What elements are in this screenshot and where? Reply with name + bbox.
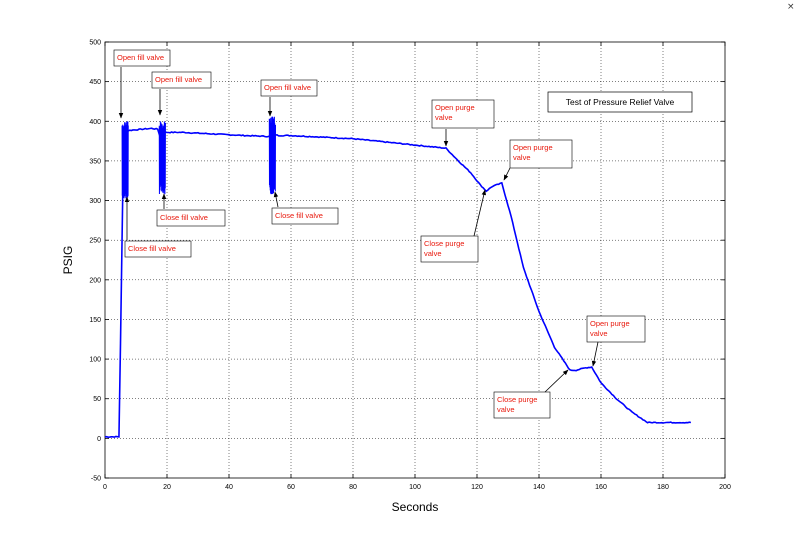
chart-title-box: [547, 91, 693, 113]
y-tick-label: 400: [89, 119, 101, 126]
x-tick-label: 200: [719, 484, 731, 491]
annotation-box: [113, 49, 171, 67]
y-tick-label: 250: [89, 238, 101, 245]
annotation-callout: Close purge valve: [420, 189, 487, 263]
annotation-box: [493, 391, 551, 419]
annotation-text: Close fill valve: [160, 213, 208, 222]
annotation-box: [260, 79, 318, 97]
x-axis-label: Seconds: [392, 500, 439, 514]
annotation-callout: Open purge valve: [431, 99, 495, 147]
y-tick-label: 450: [89, 79, 101, 86]
x-tick-label: 60: [287, 484, 295, 491]
y-tick-label: 0: [97, 436, 101, 443]
fill-burst: [268, 116, 276, 195]
annotation-callout: Open fill valve: [260, 79, 318, 117]
y-tick-label: -50: [91, 476, 101, 483]
y-tick-label: 300: [89, 198, 101, 205]
y-tick-label: 200: [89, 277, 101, 284]
annotation-box: [431, 99, 495, 129]
annotation-box: [156, 209, 226, 227]
annotation-callout: Open purge valve: [503, 139, 573, 181]
x-tick-label: 160: [595, 484, 607, 491]
annotation-text: Close purge valve: [497, 395, 537, 414]
annotation-text: Close purge valve: [424, 239, 464, 258]
annotation-arrow: [591, 341, 599, 367]
annotation-text: Open purge valve: [590, 319, 630, 338]
y-tick-label: 50: [93, 396, 101, 403]
y-tick-label: 350: [89, 158, 101, 165]
fill-burst: [121, 121, 129, 200]
annotation-text: Open fill valve: [264, 83, 311, 92]
chart-title-text: Test of Pressure Relief Valve: [566, 97, 675, 107]
fill-burst: [158, 121, 166, 195]
annotation-text: Open purge valve: [435, 103, 475, 122]
annotation-box: [420, 235, 479, 263]
annotation-callout: Close fill valve: [156, 193, 226, 227]
annotation-callout: Open purge valve: [586, 315, 646, 367]
annotation-text: Open fill valve: [117, 53, 164, 62]
annotation-text: Open purge valve: [513, 143, 553, 162]
x-tick-label: 20: [163, 484, 171, 491]
annotation-callout: Open fill valve: [113, 49, 171, 119]
x-tick-label: 100: [409, 484, 421, 491]
x-tick-label: 0: [103, 484, 107, 491]
chart-title: Test of Pressure Relief Valve: [547, 91, 693, 113]
annotation-callout: Open fill valve: [151, 71, 212, 116]
annotation-arrow: [273, 191, 279, 208]
annotation-box: [151, 71, 212, 89]
annotation-arrow: [503, 167, 511, 181]
annotation-arrow: [544, 369, 569, 393]
annotation-text: Close fill valve: [128, 244, 176, 253]
x-tick-label: 180: [657, 484, 669, 491]
x-tick-label: 140: [533, 484, 545, 491]
pressure-series-line: [104, 127, 692, 439]
annotation-text: Open fill valve: [155, 75, 202, 84]
annotation-callout: Close fill valve: [124, 196, 192, 258]
x-tick-label: 40: [225, 484, 233, 491]
annotation-box: [586, 315, 646, 343]
y-axis-label: PSIG: [61, 246, 75, 275]
annotation-arrow: [473, 189, 487, 237]
annotation-box: [509, 139, 573, 169]
y-tick-label: 100: [89, 357, 101, 364]
x-tick-label: 120: [471, 484, 483, 491]
annotation-box: [124, 240, 192, 258]
annotation-callout: Close purge valve: [493, 369, 569, 419]
y-tick-label: 150: [89, 317, 101, 324]
annotation-box: [271, 207, 339, 225]
x-tick-label: 80: [349, 484, 357, 491]
y-tick-label: 500: [89, 40, 101, 47]
close-icon[interactable]: ×: [787, 2, 795, 12]
annotation-callout: Close fill valve: [271, 191, 339, 225]
annotation-text: Close fill valve: [275, 211, 323, 220]
